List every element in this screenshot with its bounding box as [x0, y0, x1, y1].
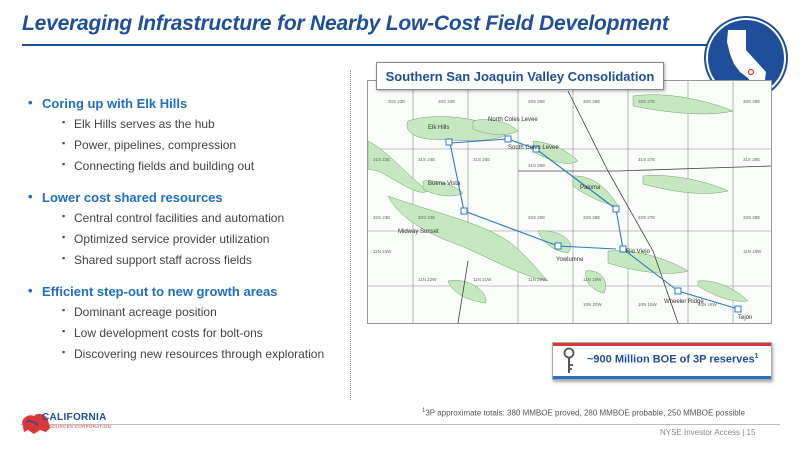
section-item: Optimized service provider utilization [62, 232, 348, 246]
section-item: Discovering new resources through explor… [62, 347, 348, 361]
grid-label: 10N 19W [638, 302, 658, 307]
field-label: Elk Hills [428, 125, 449, 131]
grid-label: 31S 28E [743, 157, 760, 162]
grid-label: 32S 25E [528, 215, 545, 220]
grid-label: 30S 23E [388, 99, 405, 104]
field-label: Tejon [738, 315, 752, 321]
footnote-marker: 1 [754, 353, 759, 360]
callout-bottom-bar [553, 376, 771, 379]
section-item: Elk Hills serves as the hub [62, 117, 348, 131]
grid-label: 32S 28E [743, 215, 760, 220]
grid-label: 31S 25E [473, 157, 490, 162]
grid-label: 32S 26E [583, 215, 600, 220]
grid-label: 30S 24E [438, 99, 455, 104]
map-header: Southern San Joaquin Valley Consolidatio… [376, 62, 664, 90]
location-marker-icon [747, 68, 755, 76]
field-label: South Coles Levee [508, 145, 559, 151]
column-divider [350, 70, 351, 400]
section-group: Coring up with Elk Hills Elk Hills serve… [28, 95, 348, 173]
title-underline [22, 44, 708, 46]
grid-label: 30S 27E [638, 99, 655, 104]
grid-label: 30S 28E [743, 99, 760, 104]
grid-label: 31S 23E [373, 157, 390, 162]
grid-label: 31S 27E [638, 157, 655, 162]
section-item: Connecting fields and building out [62, 159, 348, 173]
grid-label: 32S 24E [418, 215, 435, 220]
logo-name: CALIFORNIA [42, 412, 107, 423]
field-label: Midway Sunset [398, 229, 439, 235]
grid-label: 30S 25E [528, 99, 545, 104]
reserves-value: ~900 Million BOE of 3P reserves [587, 353, 755, 366]
section-item: Low development costs for bolt-ons [62, 326, 348, 340]
section-group: Efficient step-out to new growth areas D… [28, 283, 348, 361]
section-heading: Efficient step-out to new growth areas [28, 283, 348, 299]
field-map-labels: Elk Hills North Coles Levee South Coles … [373, 99, 762, 321]
grid-label: 31S 26E [528, 163, 545, 168]
grid-label: 11N 22W [418, 277, 437, 282]
grid-label: 10N 18W [698, 302, 718, 307]
grid-label: 11N 21W [473, 277, 492, 282]
grid-label: 32S 27E [638, 215, 655, 220]
field-label: North Coles Levee [488, 117, 538, 123]
logo-subtitle: RESOURCES CORPORATION [42, 424, 112, 429]
section-heading: Lower cost shared resources [28, 189, 348, 205]
footnote: 13P approximate totals: 380 MMBOE proved… [422, 408, 745, 418]
grid-label: 10N 20W [583, 302, 603, 307]
footnote-text: 3P approximate totals: 380 MMBOE proved,… [425, 408, 745, 418]
section-item: Dominant acreage position [62, 305, 348, 319]
bullet-list: Coring up with Elk Hills Elk Hills serve… [28, 95, 348, 378]
footer-divider [20, 424, 780, 425]
grid-label: 11N 19W [583, 277, 602, 282]
reserves-text: ~900 Million BOE of 3P reserves1 [587, 353, 759, 366]
grid-label: 31S 24E [418, 157, 435, 162]
company-logo [22, 413, 50, 434]
california-map-icon [727, 30, 766, 84]
grid-label: 32S 23E [373, 215, 390, 220]
field-label: Paloma [580, 185, 601, 191]
field-label: Yowlumne [556, 257, 584, 263]
key-icon [563, 347, 575, 373]
field-label: Wheeler Ridge [664, 299, 704, 305]
grid-label: 11N 18W [743, 249, 762, 254]
field-label: Buena Vista [428, 181, 461, 187]
callout-top-bar [553, 343, 771, 346]
section-item: Central control facilities and automatio… [62, 211, 348, 225]
grid-label: 11N 20W [528, 277, 547, 282]
grid-label: 11N 23W [373, 249, 392, 254]
footnote-marker: 1 [422, 408, 426, 414]
section-item: Shared support staff across fields [62, 253, 348, 267]
field-label: Rio Viejo [626, 249, 651, 255]
grid-label: 30S 26E [583, 99, 600, 104]
section-heading: Coring up with Elk Hills [28, 95, 348, 111]
reserves-callout: ~900 Million BOE of 3P reserves1 [552, 342, 772, 380]
footer-page-info: NYSE Investor Access | 15 [660, 428, 756, 437]
page-title: Leveraging Infrastructure for Nearby Low… [22, 12, 669, 35]
section-item: Power, pipelines, compression [62, 138, 348, 152]
section-group: Lower cost shared resources Central cont… [28, 189, 348, 267]
field-map: Elk Hills North Coles Levee South Coles … [367, 80, 772, 324]
field-map-graphic [368, 81, 771, 323]
